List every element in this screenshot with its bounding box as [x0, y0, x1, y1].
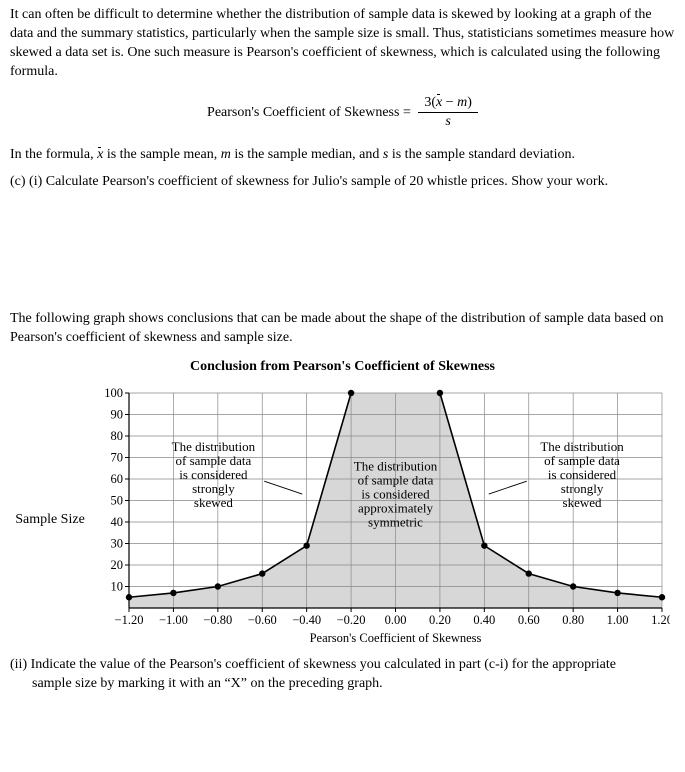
formula-explain: In the formula, x is the sample mean, m …	[10, 146, 675, 165]
svg-text:20: 20	[110, 558, 123, 572]
q-cii-a: (ii) Indicate the value of the Pearson's…	[10, 657, 616, 672]
svg-text:The distribution: The distribution	[540, 439, 624, 454]
formula-fraction: 3(x − m) s	[418, 94, 478, 133]
exp-m: m	[221, 147, 231, 162]
svg-text:90: 90	[110, 407, 123, 421]
svg-text:is considered: is considered	[548, 467, 617, 482]
formula-label: Pearson's Coefficient of Skewness =	[207, 104, 411, 123]
svg-text:−1.20: −1.20	[114, 613, 143, 627]
svg-text:strongly: strongly	[192, 481, 235, 496]
chart-block: Sample Size 10 20 30 40 50 60 70 80 90 100 −1.20 −1…	[10, 385, 675, 656]
svg-text:0.60: 0.60	[518, 613, 540, 627]
graph-intro: The following graph shows conclusions th…	[10, 310, 675, 348]
svg-text:30: 30	[110, 536, 123, 550]
svg-text:Pearson's Coefficient of Skewn: Pearson's Coefficient of Skewness	[309, 631, 481, 645]
svg-text:is considered: is considered	[361, 486, 430, 501]
svg-text:50: 50	[110, 493, 123, 507]
svg-text:1.20: 1.20	[651, 613, 670, 627]
num-m: m	[457, 95, 467, 110]
num-suffix: )	[467, 95, 472, 110]
skewness-chart: 10 20 30 40 50 60 70 80 90 100 −1.20 −1.00 −0.80 −0.6…	[89, 385, 670, 656]
svg-text:80: 80	[110, 429, 123, 443]
svg-text:0.40: 0.40	[473, 613, 495, 627]
svg-text:The distribution: The distribution	[171, 439, 255, 454]
num-prefix: 3(	[424, 95, 436, 110]
svg-text:60: 60	[110, 472, 123, 486]
svg-text:skewed: skewed	[562, 495, 601, 510]
formula-denominator: s	[418, 113, 478, 132]
work-space	[10, 200, 675, 310]
num-minus: −	[442, 95, 457, 110]
q-cii-b: sample size by marking it with an “X” on…	[10, 676, 383, 691]
num-xbar: x	[436, 94, 442, 113]
formula: Pearson's Coefficient of Skewness = 3(x …	[10, 94, 675, 133]
formula-numerator: 3(x − m)	[418, 94, 478, 114]
exp-c: is the sample median, and	[231, 147, 383, 162]
svg-text:0.20: 0.20	[429, 613, 451, 627]
svg-text:−0.20: −0.20	[336, 613, 365, 627]
svg-text:of sample data: of sample data	[175, 453, 251, 468]
y-axis-label: Sample Size	[15, 511, 89, 530]
svg-text:−0.40: −0.40	[292, 613, 321, 627]
exp-b: is the sample mean,	[103, 147, 220, 162]
svg-text:is considered: is considered	[179, 467, 248, 482]
svg-text:strongly: strongly	[561, 481, 604, 496]
svg-text:of sample data: of sample data	[357, 472, 433, 487]
question-c-ii: (ii) Indicate the value of the Pearson's…	[10, 656, 675, 694]
chart-title: Conclusion from Pearson's Coefficient of…	[10, 358, 675, 377]
exp-d: is the sample standard deviation.	[388, 147, 575, 162]
svg-text:−0.60: −0.60	[248, 613, 277, 627]
svg-text:10: 10	[110, 579, 123, 593]
svg-text:approximately: approximately	[358, 500, 434, 515]
question-c-i: (c) (i) Calculate Pearson's coefficient …	[10, 173, 675, 192]
exp-a: In the formula,	[10, 147, 97, 162]
svg-text:1.00: 1.00	[606, 613, 628, 627]
intro-text: It can often be difficult to determine w…	[10, 6, 675, 82]
svg-text:0.00: 0.00	[384, 613, 406, 627]
svg-text:The distribution: The distribution	[354, 458, 438, 473]
svg-text:symmetric: symmetric	[368, 514, 423, 529]
svg-text:70: 70	[110, 450, 123, 464]
svg-text:−0.80: −0.80	[203, 613, 232, 627]
svg-text:skewed: skewed	[194, 495, 233, 510]
svg-text:of sample data: of sample data	[544, 453, 620, 468]
svg-text:40: 40	[110, 515, 123, 529]
svg-text:100: 100	[104, 386, 123, 400]
svg-text:0.80: 0.80	[562, 613, 584, 627]
svg-text:−1.00: −1.00	[159, 613, 188, 627]
exp-xbar: x	[97, 146, 103, 165]
